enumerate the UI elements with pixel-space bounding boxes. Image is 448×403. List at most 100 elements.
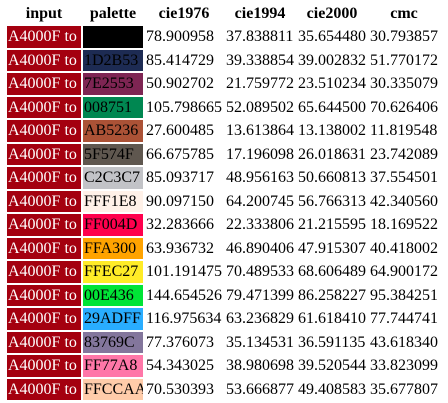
header-cmc: cmc bbox=[390, 5, 418, 22]
cmc-value: 18.169522 bbox=[370, 216, 438, 233]
palette-color-cell: FF77A8 bbox=[83, 355, 143, 377]
cie1994-value: 22.333806 bbox=[226, 216, 294, 233]
cie1994-value: 53.666877 bbox=[226, 380, 294, 398]
palette-color-cell: FFCCAA bbox=[83, 378, 143, 400]
cie1976-value: 70.530393 bbox=[146, 380, 214, 398]
cie2000-value: 21.215595 bbox=[298, 216, 366, 233]
input-color-cell: A4000F to bbox=[7, 190, 81, 212]
cmc-value: 51.770172 bbox=[370, 51, 438, 69]
palette-color-cell: FFEC27 bbox=[83, 261, 143, 283]
table-row: A4000F to 7E2553 50.902702 21.759772 23.5102… bbox=[7, 73, 439, 95]
cie1994-value: 38.980698 bbox=[226, 357, 294, 374]
cie1994-value: 52.089502 bbox=[226, 98, 294, 116]
cie2000-value: 23.510234 bbox=[298, 75, 366, 92]
cie1976-value: 63.936732 bbox=[146, 239, 214, 257]
cie1976-value: 101.191475 bbox=[146, 263, 222, 280]
table-row: A4000F to 78.900958 37.838811 35.654480 30.7… bbox=[7, 26, 439, 48]
palette-color-cell: 7E2553 bbox=[83, 73, 143, 95]
input-color-cell: A4000F to bbox=[7, 237, 81, 259]
palette-color-cell: 00E436 bbox=[83, 284, 143, 306]
input-color-cell: A4000F to bbox=[7, 49, 81, 71]
input-color-cell: A4000F to bbox=[7, 214, 81, 236]
cie1976-value: 27.600485 bbox=[146, 122, 214, 139]
cmc-value: 33.823099 bbox=[370, 357, 438, 374]
header-cie1994: cie1994 bbox=[234, 5, 286, 22]
cie1976-value: 78.900958 bbox=[146, 28, 214, 45]
cie2000-value: 68.606489 bbox=[298, 263, 366, 280]
cie2000-value: 86.258227 bbox=[298, 286, 366, 304]
input-color-cell: A4000F to bbox=[7, 120, 81, 142]
header-cie1976: cie1976 bbox=[158, 5, 210, 22]
input-color-cell: A4000F to bbox=[7, 355, 81, 377]
cie1994-value: 13.613864 bbox=[226, 122, 294, 139]
cmc-value: 64.900172 bbox=[370, 263, 438, 280]
cmc-value: 30.335079 bbox=[370, 75, 438, 92]
cmc-value: 95.384251 bbox=[370, 286, 438, 304]
input-color-cell: A4000F to bbox=[7, 378, 81, 400]
cie2000-value: 26.018631 bbox=[298, 145, 366, 163]
cie1976-value: 85.093717 bbox=[146, 169, 214, 186]
input-color-cell: A4000F to bbox=[7, 284, 81, 306]
table-row: A4000F to 83769C 77.376073 35.134531 36.5911… bbox=[7, 331, 439, 353]
cie2000-value: 35.654480 bbox=[298, 28, 366, 45]
cie1976-value: 144.654526 bbox=[146, 286, 222, 304]
cie1994-value: 70.489533 bbox=[226, 263, 294, 280]
cmc-value: 23.742089 bbox=[370, 145, 438, 163]
cmc-value: 37.554501 bbox=[370, 169, 438, 186]
header-input: input bbox=[25, 5, 63, 22]
table-row: A4000F to FFEC27 101.191475 70.489533 68.606… bbox=[7, 261, 439, 283]
cie1994-value: 21.759772 bbox=[226, 75, 294, 92]
input-color-cell: A4000F to bbox=[7, 73, 81, 95]
table-row: A4000F to 1D2B53 85.414729 39.338854 39.0028… bbox=[7, 49, 439, 71]
palette-color-cell: 008751 bbox=[83, 96, 143, 118]
header-palette: palette bbox=[89, 5, 137, 22]
cie2000-value: 47.915307 bbox=[298, 239, 366, 257]
palette-color-cell: FFA300 bbox=[83, 237, 143, 259]
cie1976-value: 105.798665 bbox=[146, 98, 222, 116]
cie1994-value: 48.956163 bbox=[226, 169, 294, 186]
palette-color-cell: C2C3C7 bbox=[83, 167, 143, 189]
palette-color-cell: 29ADFF bbox=[83, 308, 143, 330]
cie2000-value: 39.002832 bbox=[298, 51, 366, 69]
cie1976-value: 77.376073 bbox=[146, 333, 214, 351]
cie1994-value: 63.236829 bbox=[226, 310, 294, 327]
cie1976-value: 32.283666 bbox=[146, 216, 214, 233]
cmc-value: 35.677807 bbox=[370, 380, 438, 398]
color-distance-table: input palette cie1976 cie1994 cie2000 cm… bbox=[5, 2, 441, 402]
table-row: A4000F to FFCCAA 70.530393 53.666877 49.4085… bbox=[7, 378, 439, 400]
cie1976-value: 66.675785 bbox=[146, 145, 214, 163]
table-row: A4000F to FF77A8 54.343025 38.980698 39.5205… bbox=[7, 355, 439, 377]
cie1994-value: 39.338854 bbox=[226, 51, 294, 69]
cie1994-value: 79.471399 bbox=[226, 286, 294, 304]
table-row: A4000F to AB5236 27.600485 13.613864 13.1380… bbox=[7, 120, 439, 142]
input-color-cell: A4000F to bbox=[7, 96, 81, 118]
input-color-cell: A4000F to bbox=[7, 143, 81, 165]
table-row: A4000F to FF004D 32.283666 22.333806 21.2155… bbox=[7, 214, 439, 236]
cie2000-value: 56.766313 bbox=[298, 192, 366, 210]
palette-color-cell: 5F574F bbox=[83, 143, 143, 165]
cie1994-value: 35.134531 bbox=[226, 333, 294, 351]
cmc-value: 43.618340 bbox=[370, 333, 438, 351]
palette-color-cell: 1D2B53 bbox=[83, 49, 143, 71]
cmc-value: 40.418002 bbox=[370, 239, 438, 257]
cie1994-value: 17.196098 bbox=[226, 145, 294, 163]
palette-color-cell: AB5236 bbox=[83, 120, 143, 142]
cie1976-value: 116.975634 bbox=[146, 310, 222, 327]
cmc-value: 11.819548 bbox=[370, 122, 438, 139]
cie1976-value: 50.902702 bbox=[146, 75, 214, 92]
input-color-cell: A4000F to bbox=[7, 331, 81, 353]
cie2000-value: 65.644500 bbox=[298, 98, 366, 116]
cmc-value: 30.793857 bbox=[370, 28, 438, 45]
cie1994-value: 46.890406 bbox=[226, 239, 294, 257]
input-color-cell: A4000F to bbox=[7, 167, 81, 189]
cmc-value: 77.744741 bbox=[370, 310, 438, 327]
input-color-cell: A4000F to bbox=[7, 261, 81, 283]
input-color-cell: A4000F to bbox=[7, 26, 81, 48]
header-row: input palette cie1976 cie1994 cie2000 cm… bbox=[7, 4, 439, 24]
cie1976-value: 85.414729 bbox=[146, 51, 214, 69]
cie2000-value: 61.618410 bbox=[298, 310, 366, 327]
cie1994-value: 64.200745 bbox=[226, 192, 294, 210]
cie2000-value: 36.591135 bbox=[298, 333, 366, 351]
table-row: A4000F to 5F574F 66.675785 17.196098 26.0186… bbox=[7, 143, 439, 165]
input-color-cell: A4000F to bbox=[7, 308, 81, 330]
